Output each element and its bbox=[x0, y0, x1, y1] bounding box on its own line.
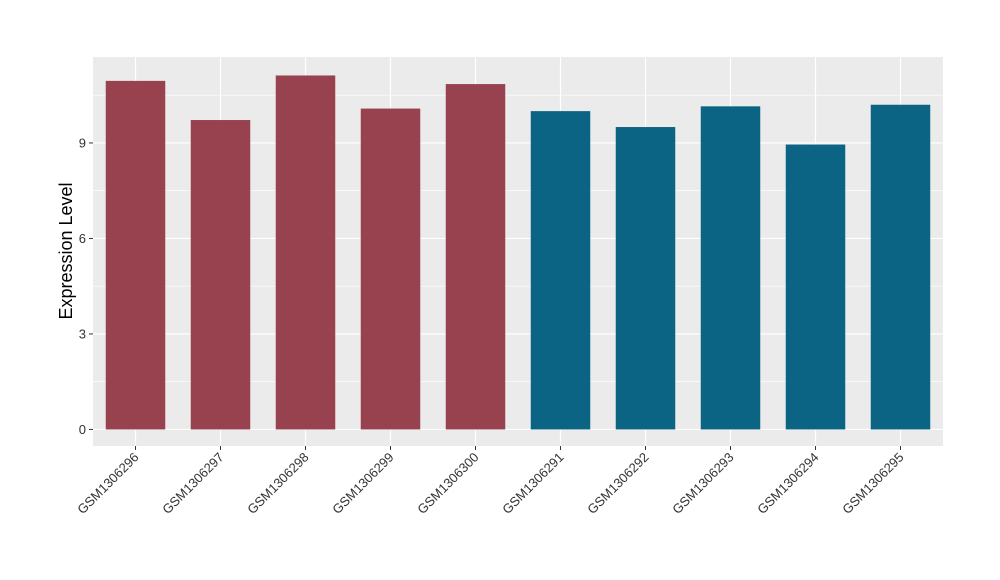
y-tick-label: 9 bbox=[79, 135, 86, 150]
x-tick-label: GSM1306296 bbox=[74, 450, 141, 517]
y-tick-label: 6 bbox=[79, 231, 86, 246]
bar bbox=[785, 144, 846, 430]
bar bbox=[615, 127, 676, 430]
y-axis: 0 3 6 9 bbox=[79, 135, 93, 437]
x-tick-label: GSM1306300 bbox=[414, 450, 481, 517]
bar bbox=[870, 104, 931, 430]
x-tick-label: GSM1306292 bbox=[584, 450, 651, 517]
y-tick-label: 3 bbox=[79, 326, 86, 341]
bar bbox=[700, 106, 761, 430]
x-tick-label: GSM1306295 bbox=[839, 450, 906, 517]
x-tick-label: GSM1306298 bbox=[244, 450, 311, 517]
bar bbox=[445, 84, 506, 430]
x-tick-label: GSM1306291 bbox=[499, 450, 566, 517]
bar bbox=[360, 108, 421, 430]
x-tick-label: GSM1306294 bbox=[754, 450, 821, 517]
bars bbox=[105, 75, 931, 430]
x-tick-label: GSM1306299 bbox=[329, 450, 396, 517]
bar bbox=[530, 111, 591, 430]
x-tick-label: GSM1306297 bbox=[159, 450, 226, 517]
y-axis-title: Expression Level bbox=[56, 182, 76, 319]
y-tick-label: 0 bbox=[79, 422, 86, 437]
bar bbox=[190, 120, 251, 430]
bar bbox=[275, 75, 336, 430]
x-axis: GSM1306296 GSM1306297 GSM1306298 GSM1306299… bbox=[74, 446, 907, 517]
x-tick-label: GSM1306293 bbox=[669, 450, 736, 517]
bar bbox=[105, 80, 166, 430]
